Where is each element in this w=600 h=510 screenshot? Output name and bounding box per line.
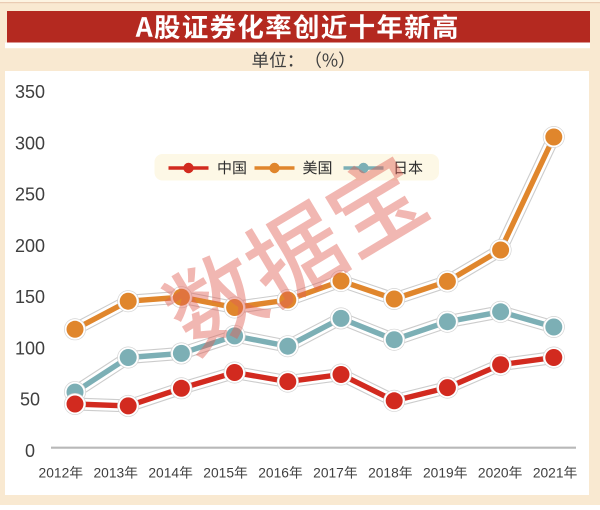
svg-text:2012: 2012 (39, 466, 70, 481)
svg-text:2017: 2017 (313, 466, 344, 481)
svg-text:300: 300 (15, 133, 45, 153)
svg-text:2014: 2014 (148, 466, 179, 481)
svg-text:250: 250 (15, 185, 45, 205)
svg-text:0: 0 (25, 441, 35, 461)
svg-text:150: 150 (15, 287, 45, 307)
svg-text:50: 50 (20, 390, 40, 410)
svg-text:350: 350 (15, 82, 45, 102)
svg-text:2021: 2021 (533, 466, 564, 481)
svg-text:2013: 2013 (93, 466, 124, 481)
svg-text:2018: 2018 (368, 466, 399, 481)
svg-text:2016: 2016 (258, 466, 289, 481)
svg-text:200: 200 (15, 236, 45, 256)
svg-text:2019: 2019 (423, 466, 454, 481)
svg-text:2020: 2020 (478, 466, 509, 481)
svg-text:100: 100 (15, 338, 45, 358)
svg-text:2015: 2015 (203, 466, 234, 481)
